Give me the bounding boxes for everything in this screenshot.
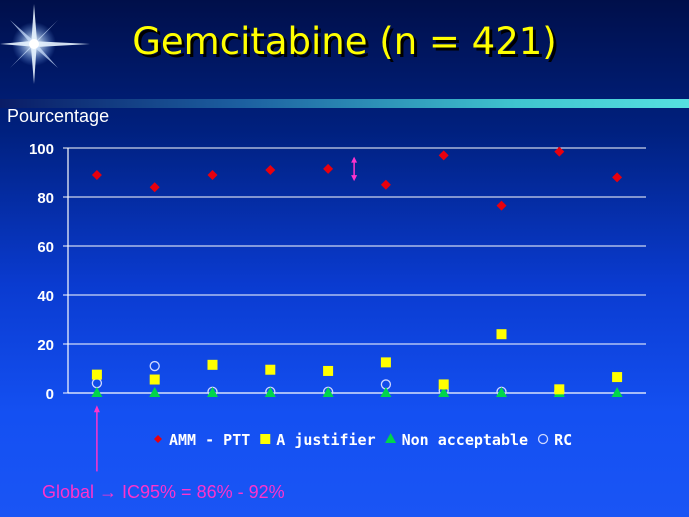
y-tick-label: 0: [46, 386, 54, 403]
point-amm-ptt: [149, 182, 160, 193]
point-a-justifier: [554, 384, 565, 395]
point-a-justifier: [265, 364, 276, 375]
point-a-justifier: [91, 369, 102, 380]
point-amm-ptt: [438, 150, 449, 161]
point-amm-ptt: [380, 179, 391, 190]
point-amm-ptt: [265, 165, 276, 176]
point-amm-ptt: [207, 169, 218, 180]
point-non-acceptable: [438, 387, 450, 397]
point-amm-ptt: [554, 146, 565, 157]
y-tick-label: 40: [37, 288, 54, 305]
point-non-acceptable: [207, 387, 218, 397]
y-axis-label: Pourcentage: [7, 106, 110, 126]
point-non-acceptable: [380, 387, 392, 397]
point-amm-ptt: [496, 200, 507, 211]
point-rc: [149, 360, 160, 372]
legend-marker-amm-ptt: [154, 435, 162, 443]
point-a-justifier: [207, 359, 218, 370]
star-flare-icon: [0, 4, 90, 84]
point-a-justifier: [496, 329, 507, 340]
slide-title: Gemcitabine (n = 421): [132, 20, 557, 63]
range-arrow-head-bottom: [351, 175, 358, 182]
pointer-arrow-head: [93, 405, 100, 413]
legend-marker-non-acceptable: [385, 433, 397, 443]
point-non-acceptable: [91, 387, 103, 397]
point-a-justifier: [438, 379, 449, 390]
range-arrow-head-top: [351, 156, 358, 163]
legend-label-non-acceptable: Non acceptable: [402, 431, 528, 449]
point-a-justifier: [380, 357, 391, 368]
point-non-acceptable: [149, 387, 161, 397]
point-a-justifier: [149, 374, 160, 385]
point-non-acceptable: [264, 387, 276, 397]
point-a-justifier: [323, 365, 334, 376]
legend-label-amm-ptt: AMM - PTT: [169, 431, 250, 449]
point-a-justifier: [612, 372, 623, 383]
title-underline-bar: [0, 99, 689, 108]
point-rc: [91, 378, 103, 389]
point-non-acceptable: [611, 387, 623, 397]
point-non-acceptable: [322, 387, 334, 397]
footer-note: Global → IC95% = 86% - 92%: [42, 482, 285, 502]
legend-label-rc: RC: [554, 431, 572, 449]
point-amm-ptt: [323, 163, 334, 174]
legend-marker-rc: [537, 433, 549, 445]
y-tick-label: 80: [37, 190, 54, 207]
y-tick-label: 20: [37, 337, 54, 354]
point-amm-ptt: [91, 169, 102, 180]
point-amm-ptt: [612, 172, 623, 183]
legend-label-a-justifier: A justifier: [276, 431, 375, 449]
legend-marker-a-justifier: [260, 434, 271, 444]
y-tick-label: 100: [29, 141, 54, 158]
y-tick-label: 60: [37, 239, 54, 256]
point-non-acceptable: [496, 387, 507, 397]
